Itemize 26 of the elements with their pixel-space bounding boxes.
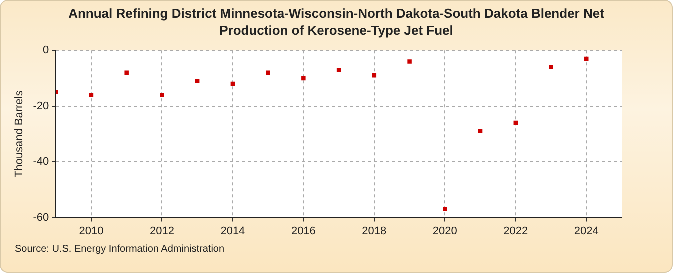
point <box>302 76 306 81</box>
x-tick-label: 2024 <box>574 225 599 238</box>
source-note: Source: U.S. Energy Information Administration <box>15 244 225 255</box>
point <box>443 207 448 212</box>
point <box>584 56 589 62</box>
chart-title: Annual Refining District Minnesota-Wisconsin-North Dakota-South Dakota Blender Net Production of Kerosene-Type Jet Fuel <box>68 5 606 39</box>
x-tick-label: 2020 <box>432 225 458 238</box>
x-tick-label: 2018 <box>362 225 387 238</box>
point <box>124 70 129 76</box>
point <box>408 60 412 64</box>
point <box>266 70 270 76</box>
y-tick-label: 0 <box>42 44 50 57</box>
point <box>372 74 377 78</box>
x-tick-label: 2012 <box>150 225 174 238</box>
x-tick-label: 2010 <box>79 225 104 238</box>
y-tick-label: -40 <box>33 156 50 168</box>
point <box>160 93 164 98</box>
y-tick-label: -20 <box>33 100 50 112</box>
x-tick-label: 2014 <box>220 225 246 238</box>
y-axis-title: Thousand Barrels <box>14 90 26 178</box>
x-tick-label: 2022 <box>504 225 528 238</box>
y-tick-label: -60 <box>33 212 50 224</box>
point <box>195 79 200 84</box>
point <box>549 65 554 70</box>
point <box>89 93 94 98</box>
x-tick-label: 2016 <box>291 225 316 238</box>
